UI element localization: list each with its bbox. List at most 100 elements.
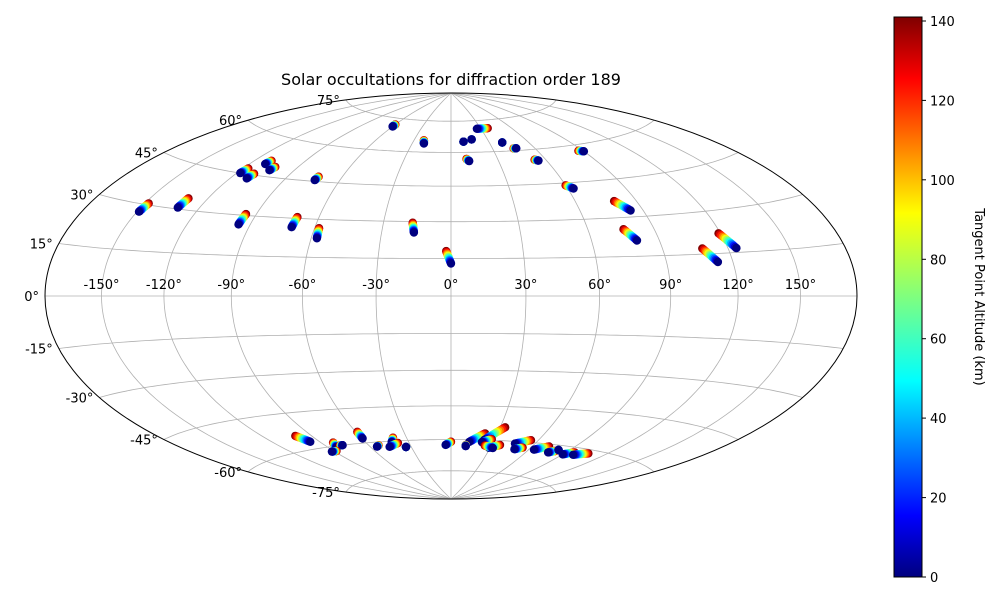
- lon-tick-label: 0°: [444, 278, 459, 293]
- lon-tick-label: 30°: [514, 278, 537, 293]
- occultation-track: [327, 446, 341, 456]
- occultation-track: [419, 136, 429, 148]
- occultation-track: [465, 429, 490, 447]
- occultation-track: [498, 138, 507, 147]
- occultation-track: [401, 442, 411, 452]
- meridian-line: [450, 93, 601, 499]
- colorbar-tick-label: 80: [930, 253, 947, 268]
- occultation-point: [459, 137, 468, 146]
- occultation-track: [619, 225, 642, 245]
- occultation-track: [441, 437, 456, 450]
- occultation-point: [242, 174, 251, 183]
- lon-tick-label: -60°: [289, 278, 317, 293]
- lon-tick-label: 60°: [588, 278, 611, 293]
- meridian-line: [301, 93, 452, 499]
- map-area: -150° -120° -90° -60° -30° 0° 30° 60° 90° 120° 150…: [24, 92, 858, 501]
- occultation-track: [134, 199, 153, 216]
- occultation-point: [385, 442, 394, 451]
- occultation-point: [446, 259, 456, 268]
- occultation-track: [480, 441, 497, 453]
- map-outline: [44, 92, 858, 500]
- occultation-point: [173, 203, 182, 212]
- meridian-line: [101, 93, 452, 499]
- colorbar-tick-label: 0: [930, 571, 938, 586]
- occultation-track: [242, 169, 259, 183]
- occultation-track: [261, 156, 276, 169]
- occultation-track: [312, 224, 324, 243]
- lon-tick-label: -30°: [362, 278, 390, 293]
- occultation-track: [459, 137, 468, 146]
- occultation-track: [462, 154, 474, 166]
- colorbar-ticks: 0 20 40 60 80 100 120 140: [922, 15, 955, 586]
- occultation-point: [472, 124, 482, 133]
- lon-tick-label: -120°: [146, 278, 182, 293]
- occultation-point: [261, 159, 270, 169]
- occultation-track: [698, 244, 723, 267]
- colorbar-tick-label: 140: [930, 15, 955, 30]
- occultation-point: [358, 434, 367, 443]
- occultation-track: [509, 144, 521, 153]
- occultation-point: [569, 184, 578, 193]
- occultation-point: [265, 166, 274, 175]
- lat-tick-label: 15°: [30, 238, 53, 253]
- meridian-line: [450, 93, 801, 499]
- occultation-point: [419, 139, 429, 148]
- occultation-track: [467, 135, 476, 144]
- occultation-track: [408, 218, 419, 237]
- colorbar-tick-label: 120: [930, 94, 955, 109]
- occultation-point: [579, 147, 589, 156]
- occultation-track: [543, 446, 560, 457]
- occultation-point: [134, 207, 144, 216]
- colorbar-tick-label: 20: [930, 492, 947, 507]
- colorbar-tick-label: 40: [930, 412, 947, 427]
- occultation-point: [287, 223, 296, 232]
- occultation-point: [632, 236, 642, 245]
- occultation-track: [173, 194, 193, 212]
- lat-tick-label: -45°: [130, 434, 158, 449]
- occultation-track: [609, 196, 635, 215]
- occultation-point: [461, 441, 470, 451]
- occultation-track: [353, 427, 367, 443]
- lat-tick-label: -60°: [214, 466, 242, 481]
- occultation-point: [558, 450, 567, 459]
- occultation-track: [472, 124, 492, 133]
- occultation-point: [626, 206, 635, 215]
- occultation-point: [488, 443, 497, 453]
- longitude-tick-labels: -150° -120° -90° -60° -30° 0° 30° 60° 90° 120° 150…: [83, 278, 816, 293]
- meridian-line: [230, 93, 452, 499]
- lat-tick-label: 0°: [24, 290, 39, 305]
- occultation-point: [529, 445, 539, 454]
- occultation-point: [312, 234, 322, 243]
- lat-tick-label: 75°: [317, 94, 340, 109]
- occultation-point: [465, 156, 474, 166]
- occultation-track: [530, 155, 543, 165]
- meridian-line: [375, 93, 452, 499]
- occultation-point: [338, 441, 347, 450]
- occultation-point: [467, 135, 476, 144]
- colorbar: 0 20 40 60 80 100 120 140 Tangent Point Altitud…: [893, 15, 986, 586]
- latitude-tick-labels: 75° 60° 45° 30° 15° 0° -15° -30° -45° -60° -75°: [24, 94, 340, 501]
- occultation-track: [568, 449, 593, 459]
- occultation-point: [510, 445, 519, 454]
- colorbar-tick-label: 60: [930, 333, 947, 348]
- lat-tick-label: -30°: [66, 392, 94, 407]
- occultation-point: [234, 220, 243, 229]
- occultation-point: [327, 447, 337, 456]
- occultation-point: [306, 437, 315, 446]
- lat-tick-label: -15°: [25, 343, 53, 358]
- occultation-point: [498, 138, 507, 147]
- lon-tick-label: -150°: [83, 278, 119, 293]
- colorbar-label: Tangent Point Altitude (km): [971, 207, 986, 385]
- occultation-point: [401, 442, 411, 452]
- occultation-point: [534, 156, 543, 165]
- occultation-point: [568, 450, 578, 459]
- lon-tick-label: -90°: [217, 278, 245, 293]
- occultation-track: [265, 162, 280, 175]
- occultation-track: [310, 172, 323, 185]
- meridian-line: [163, 93, 452, 499]
- occultation-track: [372, 441, 383, 451]
- lon-tick-label: 150°: [785, 278, 816, 293]
- meridian-line: [450, 93, 739, 499]
- occultation-point: [512, 144, 521, 153]
